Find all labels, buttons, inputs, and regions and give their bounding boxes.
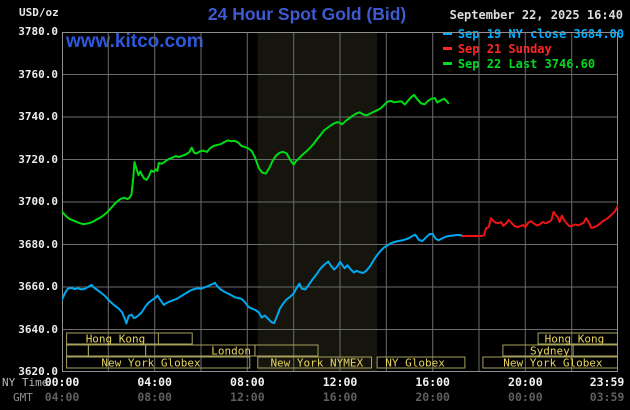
series-line-1 [461,205,618,237]
session-label: New York Globex [503,357,603,370]
ny-tick-label: 20:00 [508,375,543,389]
ny-tick-label: 04:00 [137,375,172,389]
y-tick-label: 3640.0 [18,322,58,336]
session-box [66,356,251,369]
y-tick-label: 3680.0 [18,237,58,251]
gmt-tick-label: 16:00 [322,390,358,404]
y-tick-label: 3760.0 [18,67,58,81]
y-tick-label: 3660.0 [18,280,58,293]
y-axis-unit-label: USD/oz [19,6,59,19]
session-box [87,344,147,357]
session-box [257,356,372,369]
legend-item-2: Sep 22 Last 3746.60 [442,56,624,71]
ny-tick-label: 12:00 [322,375,358,389]
series-line-2 [62,93,450,226]
legend-dash-icon [442,47,452,50]
legend-dash-icon [442,62,452,65]
ny-tick-label: 08:00 [230,375,265,389]
legend: Sep 19 NY close 3684.00 Sep 21 Sunday Sep … [442,26,624,71]
legend-label: Sep 22 Last 3746.60 [457,56,596,71]
gmt-tick-label: 03:59 [589,390,625,404]
gmt-tick-label: 08:00 [137,390,172,404]
legend-dash-icon [442,32,452,35]
ny-tick-label: 00:00 [44,375,80,389]
gmt-tick-label: 04:00 [44,390,80,404]
y-tick-label: 3780.0 [18,25,58,38]
legend-item-1: Sep 21 Sunday [442,41,624,56]
kitco-watermark-link[interactable]: www.kitco.com [66,31,204,52]
ny-time-row-label: NY Time [2,376,49,389]
session-box [482,356,618,369]
session-label: Hong Kong [86,333,146,346]
y-tick-label: 3620.0 [18,365,58,378]
series-line-0 [62,232,464,325]
gmt-tick-label: 20:00 [415,390,450,404]
session-box [376,356,466,369]
session-label: NY Globex [385,357,445,370]
session-box [66,344,89,357]
ny-tick-label: 23:59 [589,375,625,389]
gmt-tick-label: 12:00 [230,390,265,404]
session-box [254,344,319,357]
session-label: New York Globex [101,357,201,370]
y-tick-label: 3740.0 [18,110,58,123]
gmt-row-label: GMT [13,391,33,404]
y-tick-label: 3720.0 [18,152,58,166]
legend-label: Sep 19 NY close 3684.00 [457,26,624,41]
session-label: New York NYMEX [270,357,363,370]
legend-label: Sep 21 Sunday [457,41,552,56]
session-label: Hong Kong [545,333,605,346]
chart-datetime: September 22, 2025 16:40 [449,8,623,22]
session-box [66,332,193,345]
y-tick-label: 3700.0 [18,195,58,208]
page-title: 24 Hour Spot Gold (Bid) [207,4,407,24]
session-box [537,332,618,345]
session-label: Sydney [530,345,570,358]
gmt-tick-label: 00:00 [508,390,543,404]
legend-item-0: Sep 19 NY close 3684.00 [442,26,624,41]
session-label: London [211,345,251,358]
ny-tick-label: 16:00 [415,375,450,389]
